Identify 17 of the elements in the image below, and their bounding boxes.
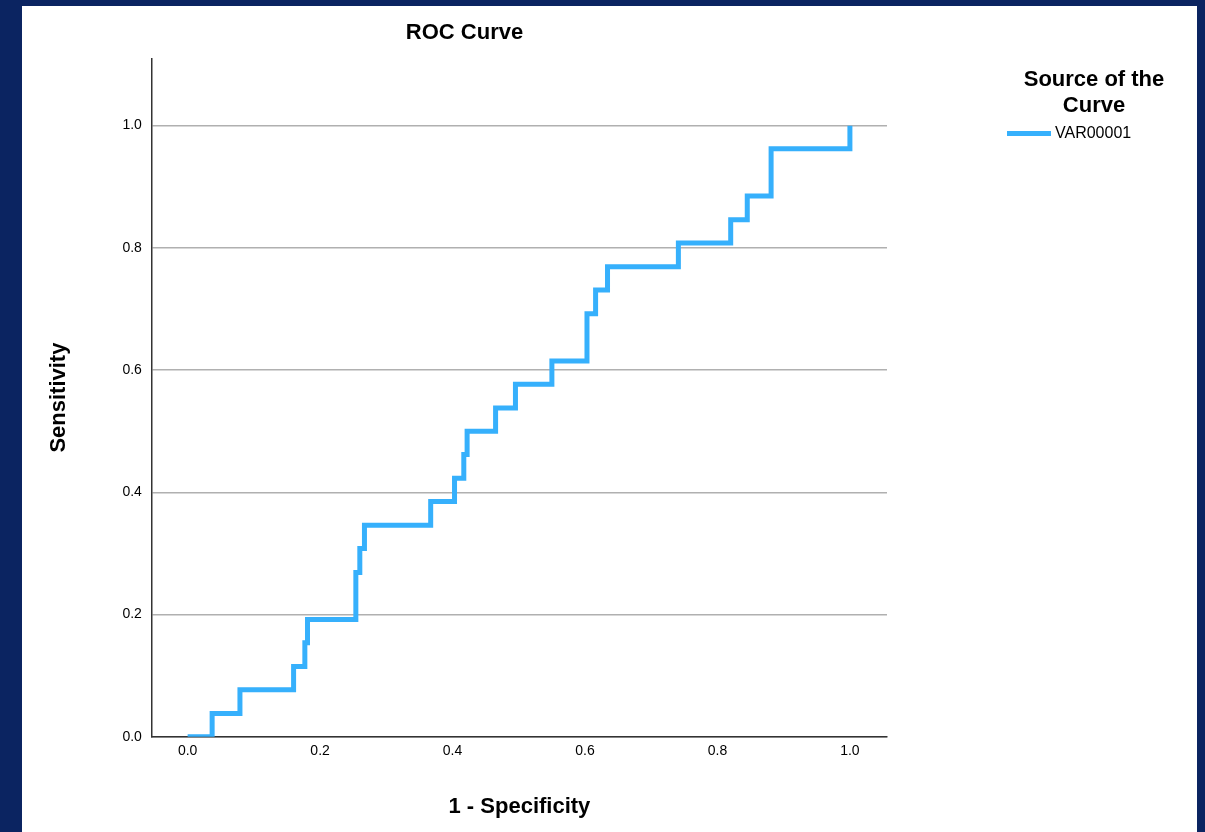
y-tick-label: 0.4 [122, 483, 143, 500]
x-axis-title: 1 - Specificity [448, 792, 592, 818]
x-tick-label: 0.6 [575, 742, 595, 759]
y-tick-label: 0.8 [122, 238, 143, 255]
y-tick-label: 1.0 [122, 116, 143, 133]
chart-title: ROC Curve [405, 19, 524, 45]
x-tick-label: 1.0 [840, 742, 860, 759]
x-tick-label: 0.0 [177, 742, 198, 759]
legend-label: VAR00001 [1055, 124, 1132, 142]
y-tick-label: 0.0 [122, 727, 143, 744]
legend-title: Source of the Curve [1022, 66, 1166, 118]
y-axis-title: Sensitivity [45, 341, 71, 453]
x-tick-label: 0.8 [707, 742, 728, 759]
x-tick-label: 0.2 [310, 742, 331, 759]
x-tick-label: 0.4 [442, 742, 463, 759]
y-tick-label: 0.6 [122, 360, 143, 377]
y-tick-label: 0.2 [122, 605, 143, 622]
